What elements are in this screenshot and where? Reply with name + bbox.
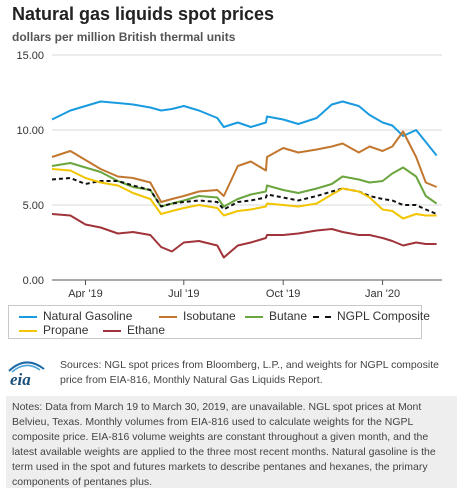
- x-tick-label-0: Apr '19: [68, 288, 103, 298]
- legend-swatch-ethane: [103, 330, 121, 332]
- legend-swatch-butane: [245, 316, 263, 318]
- x-tick-label-3: Jan '20: [365, 288, 400, 298]
- notes-box: Notes: Data from March 19 to March 30, 2…: [6, 396, 457, 488]
- y-tick-label-3: 15.00: [16, 50, 44, 62]
- legend-swatch-propane: [19, 330, 37, 332]
- series-line-butane: [51, 162, 438, 208]
- series-line-isobutane: [51, 130, 437, 203]
- chart-legend: Natural Gasoline Isobutane Butane NGPL C…: [8, 305, 430, 339]
- axes: 0.00 5.00 10.00 15.00 Apr '19 Jul '19 Oct '19 J…: [16, 50, 400, 298]
- legend-label-butane: Butane: [269, 309, 308, 323]
- chart-title: Natural gas liquids spot prices: [12, 4, 275, 24]
- legend-label-ngpl-composite: NGPL Composite: [337, 309, 430, 323]
- legend-label-natural-gasoline: Natural Gasoline: [43, 309, 133, 323]
- series-line-ethane: [51, 213, 437, 259]
- legend-swatch-ngpl-composite: [313, 316, 331, 318]
- series-line-propane: [51, 168, 437, 220]
- legend-swatch-isobutane: [159, 316, 177, 318]
- y-tick-label-0: 0.00: [23, 275, 44, 287]
- legend-label-isobutane: Isobutane: [183, 309, 236, 323]
- legend-label-propane: Propane: [43, 323, 89, 337]
- line-chart: 0.00 5.00 10.00 15.00 Apr '19 Jul '19 Oct '19 J…: [16, 50, 442, 298]
- legend-swatch-natural-gasoline: [19, 316, 37, 318]
- series-line-natural-gasoline: [51, 100, 438, 157]
- x-tick-label-1: Jul '19: [168, 288, 199, 298]
- x-tick-label-2: Oct '19: [266, 288, 301, 298]
- y-tick-label-2: 10.00: [16, 125, 44, 137]
- eia-logo-text: eia: [10, 370, 31, 388]
- source-text: Sources: NGL spot prices from Bloomberg,…: [60, 359, 439, 386]
- series-line-ngpl-composite: [51, 177, 437, 215]
- source-section: eia Sources: NGL spot prices from Bloomb…: [6, 350, 461, 390]
- eia-logo-icon: eia: [8, 361, 45, 388]
- gridlines: [52, 54, 442, 281]
- chart-subtitle: dollars per million British thermal unit…: [12, 30, 236, 44]
- series-lines: [51, 100, 438, 259]
- y-tick-label-1: 5.00: [23, 200, 44, 212]
- legend-label-ethane: Ethane: [127, 323, 166, 337]
